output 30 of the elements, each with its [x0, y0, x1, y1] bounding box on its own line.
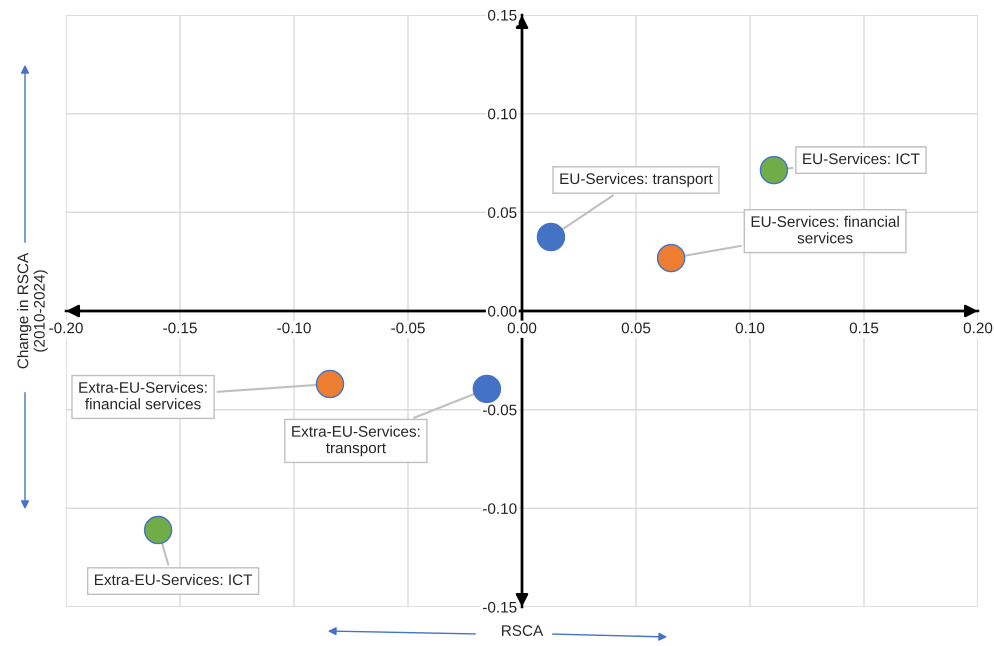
annotation: Extra-EU-Services: financial services [79, 382, 207, 410]
x-tick-label: 0.15 [850, 322, 878, 334]
y-tick-label: -0.05 [483, 404, 516, 416]
point [144, 516, 172, 544]
y-tick-label: 0.05 [488, 207, 516, 218]
y-axis-title: Change in RSCA (2010-2024) [17, 252, 48, 368]
y-tick-label: 0.00 [488, 306, 517, 317]
y-tick-label: 0.15 [488, 10, 516, 21]
point [760, 156, 788, 184]
annotation: EU-Services: financial services [752, 216, 899, 244]
point [472, 374, 502, 404]
point [656, 244, 686, 272]
annotation: EU-Services: ICT [803, 152, 920, 164]
x-tick-label: 0.10 [736, 322, 764, 334]
x-tick-label: 0.05 [622, 322, 650, 334]
point [316, 370, 344, 398]
x-tick-label: -0.20 [49, 322, 83, 334]
annotation: EU-Services: transport [560, 172, 713, 188]
x-tick-label: 0.20 [964, 322, 992, 334]
x-tick-label: 0.00 [508, 322, 536, 334]
annotation: Extra-EU-Services: transport [292, 426, 420, 456]
annotation: Extra-EU-Services: ICT [95, 574, 252, 586]
x-axis-title: RSCA [502, 625, 544, 636]
y-tick-label: -0.15 [483, 602, 516, 613]
y-tick-label: 0.10 [488, 108, 517, 120]
x-tick-label: -0.10 [277, 322, 311, 334]
x-tick-label: -0.05 [391, 322, 425, 334]
point [536, 222, 566, 252]
y-tick-label: -0.10 [483, 503, 517, 514]
x-tick-label: -0.15 [163, 322, 197, 334]
